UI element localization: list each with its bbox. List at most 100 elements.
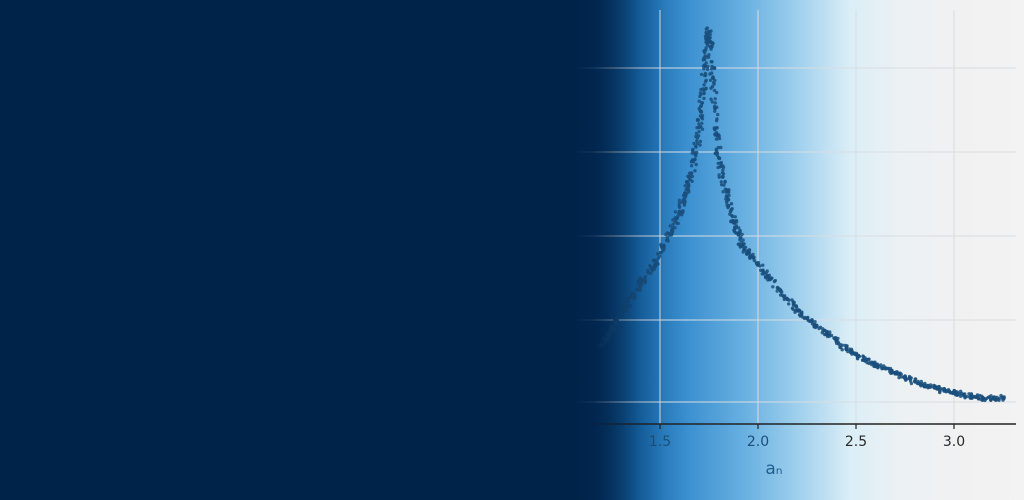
data-point — [794, 304, 798, 308]
data-point — [813, 320, 817, 324]
data-point — [712, 66, 717, 71]
data-point — [643, 281, 647, 285]
data-point — [712, 88, 717, 93]
data-point — [683, 196, 687, 200]
data-point — [703, 71, 708, 76]
data-point — [681, 210, 685, 214]
data-point — [638, 287, 642, 292]
data-point — [828, 330, 832, 334]
data-point — [686, 182, 691, 186]
data-point — [704, 27, 708, 31]
data-point — [626, 296, 631, 300]
data-point — [706, 40, 710, 45]
data-point — [635, 288, 639, 292]
data-point — [703, 80, 708, 84]
data-point — [716, 145, 720, 150]
data-point — [704, 61, 708, 65]
data-point — [897, 375, 901, 380]
data-point — [838, 345, 842, 349]
data-point — [909, 376, 913, 380]
data-point — [769, 277, 773, 281]
data-point — [662, 247, 666, 251]
data-point — [712, 82, 716, 86]
data-point — [668, 224, 672, 228]
data-point — [624, 305, 628, 310]
data-point — [696, 118, 701, 122]
data-point — [709, 29, 713, 33]
data-point — [723, 179, 727, 184]
data-point — [695, 139, 699, 143]
data-point — [656, 256, 661, 260]
data-point — [676, 221, 680, 226]
data-point — [693, 151, 697, 155]
data-point — [942, 387, 946, 391]
data-point — [885, 366, 890, 371]
x-tick-label: 1.5 — [649, 434, 671, 450]
data-point — [713, 133, 717, 137]
data-point — [713, 101, 717, 105]
data-point — [606, 338, 610, 342]
data-point — [734, 224, 739, 228]
data-point — [755, 262, 759, 266]
data-point — [915, 381, 920, 386]
data-point — [765, 269, 769, 273]
data-point — [698, 109, 703, 113]
data-point — [670, 232, 674, 236]
data-point — [710, 67, 714, 71]
data-point — [745, 252, 749, 256]
data-point — [963, 395, 967, 399]
data-point — [958, 394, 963, 398]
data-point — [706, 64, 710, 69]
data-point — [719, 180, 723, 184]
data-point — [729, 207, 734, 212]
data-point — [665, 238, 670, 242]
data-point — [861, 354, 865, 358]
data-point — [699, 87, 703, 92]
data-point — [967, 392, 971, 396]
data-point — [997, 396, 1002, 401]
data-point — [713, 109, 717, 114]
data-point — [903, 374, 907, 379]
data-point — [923, 381, 927, 386]
data-point — [691, 160, 696, 164]
data-point — [875, 363, 879, 367]
data-point — [649, 271, 653, 276]
data-point — [937, 385, 941, 389]
data-point — [704, 87, 708, 91]
data-point — [702, 96, 706, 101]
data-point — [700, 127, 705, 131]
data-point — [908, 379, 913, 383]
data-point — [797, 308, 801, 312]
data-point — [638, 276, 642, 280]
data-point — [761, 269, 765, 273]
data-point — [719, 161, 723, 165]
data-point — [674, 217, 678, 222]
data-points — [598, 26, 1006, 403]
data-point — [683, 199, 687, 204]
data-point — [698, 143, 702, 147]
data-point — [712, 126, 716, 130]
data-point — [682, 203, 687, 207]
data-point — [722, 183, 726, 187]
data-point — [710, 41, 714, 45]
data-point — [724, 197, 728, 201]
data-point — [689, 164, 694, 168]
grid-lines — [560, 10, 1016, 424]
data-point — [697, 129, 701, 134]
x-tick-label: 3.0 — [943, 434, 965, 450]
data-point — [684, 188, 688, 192]
data-point — [748, 254, 753, 258]
data-point — [733, 215, 737, 219]
data-point — [695, 126, 699, 130]
data-point — [976, 396, 981, 400]
data-point — [687, 171, 692, 175]
data-point — [673, 210, 678, 214]
data-point — [705, 34, 709, 38]
data-point — [741, 238, 745, 242]
data-point — [598, 345, 602, 349]
data-point — [773, 278, 777, 283]
data-point — [702, 67, 706, 71]
data-point — [611, 327, 616, 331]
data-point — [693, 169, 697, 173]
